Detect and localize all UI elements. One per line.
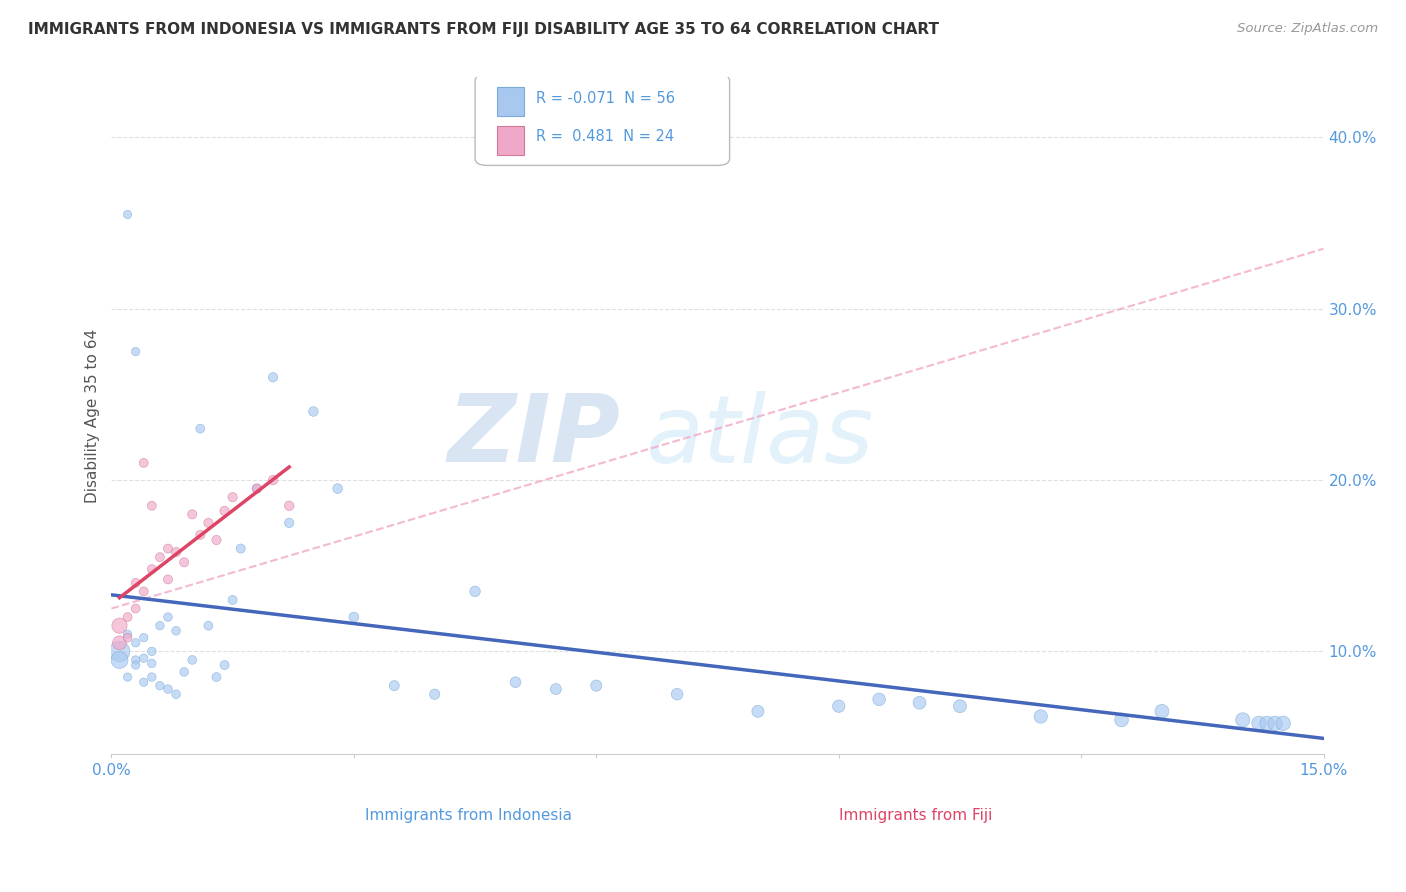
Point [221, 490, 243, 504]
Text: Immigrants from Indonesia: Immigrants from Indonesia [366, 807, 572, 822]
Point [908, 696, 931, 710]
Text: IMMIGRANTS FROM INDONESIA VS IMMIGRANTS FROM FIJI DISABILITY AGE 35 TO 64 CORREL: IMMIGRANTS FROM INDONESIA VS IMMIGRANTS … [28, 22, 939, 37]
Point [1150, 704, 1173, 718]
Point [124, 653, 146, 667]
Point [205, 533, 228, 547]
Point [117, 627, 139, 641]
Point [108, 653, 131, 667]
Point [205, 670, 228, 684]
Point [246, 482, 269, 496]
Point [828, 699, 851, 714]
Text: ZIP: ZIP [447, 390, 620, 482]
Point [181, 653, 204, 667]
Point [124, 601, 146, 615]
Point [173, 555, 195, 569]
Point [117, 670, 139, 684]
Point [132, 456, 155, 470]
Point [156, 610, 179, 624]
Point [165, 545, 187, 559]
Point [229, 541, 252, 556]
Point [1029, 709, 1052, 723]
Point [173, 665, 195, 679]
Point [464, 584, 486, 599]
Point [302, 404, 325, 418]
Point [188, 528, 211, 542]
Text: R = -0.071  N = 56: R = -0.071 N = 56 [536, 91, 675, 106]
Point [666, 687, 689, 701]
Point [108, 644, 131, 658]
FancyBboxPatch shape [496, 127, 523, 154]
Point [141, 657, 163, 671]
Point [132, 651, 155, 665]
Point [1272, 716, 1295, 731]
Point [156, 541, 179, 556]
Point [505, 675, 527, 690]
Point [149, 618, 172, 632]
FancyBboxPatch shape [578, 803, 605, 830]
Point [326, 482, 349, 496]
Point [949, 699, 972, 714]
Point [1232, 713, 1254, 727]
Point [149, 550, 172, 565]
Point [278, 499, 301, 513]
Point [117, 207, 139, 221]
Point [246, 482, 269, 496]
Point [165, 624, 187, 638]
Point [262, 370, 284, 384]
Point [141, 670, 163, 684]
Text: R =  0.481  N = 24: R = 0.481 N = 24 [536, 129, 673, 145]
Point [165, 687, 187, 701]
FancyBboxPatch shape [496, 87, 523, 116]
Point [156, 573, 179, 587]
Point [1256, 716, 1278, 731]
Point [149, 679, 172, 693]
Point [117, 610, 139, 624]
Point [141, 562, 163, 576]
Point [181, 508, 204, 522]
Point [188, 422, 211, 436]
FancyBboxPatch shape [772, 803, 799, 830]
Point [1247, 716, 1270, 731]
Text: atlas: atlas [645, 391, 873, 482]
Y-axis label: Disability Age 35 to 64: Disability Age 35 to 64 [86, 329, 100, 503]
Point [117, 631, 139, 645]
Point [214, 504, 236, 518]
Point [156, 681, 179, 696]
Point [868, 692, 890, 706]
Point [747, 704, 769, 718]
Point [124, 636, 146, 650]
Text: Immigrants from Fiji: Immigrants from Fiji [839, 807, 993, 822]
Point [141, 644, 163, 658]
Point [1264, 716, 1286, 731]
Point [1111, 713, 1133, 727]
Text: Source: ZipAtlas.com: Source: ZipAtlas.com [1237, 22, 1378, 36]
Point [108, 618, 131, 632]
Point [214, 658, 236, 673]
Point [197, 516, 219, 530]
Point [423, 687, 446, 701]
Point [585, 679, 607, 693]
Point [132, 631, 155, 645]
Point [544, 681, 567, 696]
Point [124, 344, 146, 359]
Point [141, 499, 163, 513]
Point [343, 610, 366, 624]
FancyBboxPatch shape [475, 74, 730, 165]
Point [382, 679, 405, 693]
Point [132, 584, 155, 599]
Point [108, 636, 131, 650]
Point [124, 658, 146, 673]
Point [124, 575, 146, 590]
Point [278, 516, 301, 530]
Point [262, 473, 284, 487]
Point [132, 675, 155, 690]
Point [197, 618, 219, 632]
Point [221, 593, 243, 607]
